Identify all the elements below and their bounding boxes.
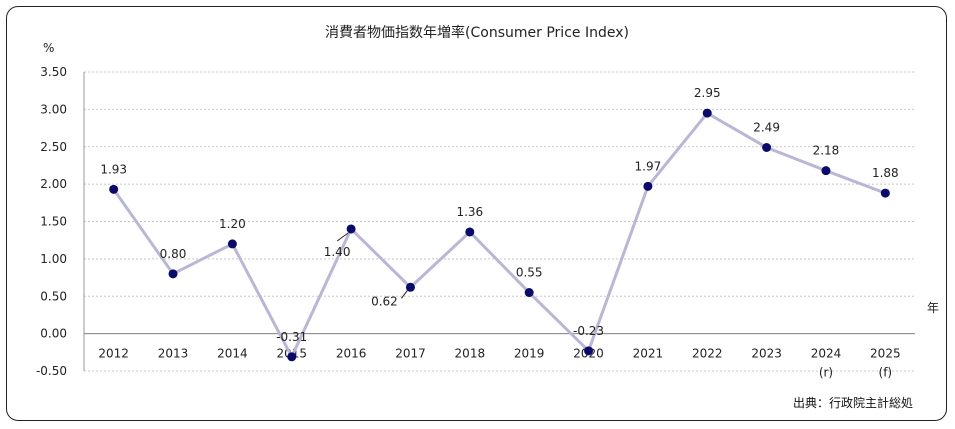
series-line <box>112 111 886 359</box>
data-point <box>584 346 594 356</box>
data-label: -0.31 <box>276 330 307 344</box>
source-note: 出典：行政院主計総処 <box>793 395 913 410</box>
gridlines <box>83 71 915 372</box>
data-label: 1.93 <box>100 162 127 176</box>
x-tick-label: 2025 <box>870 347 901 361</box>
data-label: 0.55 <box>516 266 543 280</box>
data-label: 1.97 <box>635 159 662 173</box>
data-label: 2.95 <box>694 86 721 100</box>
data-label: 2.18 <box>813 144 840 158</box>
y-tick-labels: -0.50 0.00 0.50 1.00 1.50 2.00 2.50 3.00 3.50 <box>36 65 67 378</box>
data-point <box>168 269 178 279</box>
data-labels: 1.93 0.80 1.20 -0.31 1.40 0.62 1.36 0.55 -0.23 1.… <box>100 86 898 344</box>
data-label: 0.62 <box>371 294 398 308</box>
series-polyline <box>112 111 886 359</box>
y-tick-label: 1.00 <box>40 252 67 266</box>
y-tick-label: 2.50 <box>40 140 67 154</box>
data-points <box>109 108 890 362</box>
x-tick-label: 2013 <box>158 347 189 361</box>
leader-line <box>401 289 408 299</box>
x-tick-note: (f) <box>879 366 893 380</box>
data-label: 1.40 <box>324 245 351 259</box>
x-tick-label: 2016 <box>336 347 367 361</box>
chart-title: 消費者物価指数年増率(Consumer Price Index) <box>325 24 629 41</box>
data-point <box>880 188 890 198</box>
data-label: 1.20 <box>219 217 246 231</box>
x-tick-label: 2024 <box>811 347 842 361</box>
x-tick-label: 2019 <box>514 347 545 361</box>
y-tick-label: 3.50 <box>40 65 67 79</box>
data-point <box>465 227 475 237</box>
y-tick-label: 0.50 <box>40 289 67 303</box>
x-tick-label: 2017 <box>395 347 426 361</box>
data-point <box>227 239 237 249</box>
data-point <box>524 288 534 298</box>
data-point <box>702 108 712 118</box>
data-point <box>346 224 356 234</box>
chart-frame: 消費者物価指数年増率(Consumer Price Index) % 年 -0.… <box>6 6 947 421</box>
data-point <box>287 352 297 362</box>
data-label: 0.80 <box>160 247 187 261</box>
data-label: -0.23 <box>573 324 604 338</box>
y-tick-label: 2.00 <box>40 177 67 191</box>
leader-line <box>336 232 349 242</box>
x-tick-label: 2021 <box>633 347 664 361</box>
data-label: 1.88 <box>872 166 899 180</box>
x-tick-label: 2018 <box>455 347 486 361</box>
line-chart: 消費者物価指数年増率(Consumer Price Index) % 年 -0.… <box>36 24 939 410</box>
x-axis-unit: 年 <box>927 301 939 315</box>
x-tick-label: 2014 <box>217 347 248 361</box>
data-point <box>643 181 653 191</box>
data-label: 1.36 <box>456 205 483 219</box>
y-tick-label: 3.00 <box>40 102 67 116</box>
y-tick-label: 0.00 <box>40 327 67 341</box>
x-tick-labels: 2012201320142015201620172018201920202021… <box>98 347 900 380</box>
data-point <box>821 166 831 176</box>
y-axis-unit: % <box>43 41 54 55</box>
x-tick-note: (r) <box>819 366 833 380</box>
data-point <box>109 184 119 194</box>
data-label: 2.49 <box>753 120 780 134</box>
data-point <box>762 142 772 152</box>
x-tick-label: 2023 <box>751 347 782 361</box>
x-tick-label: 2022 <box>692 347 723 361</box>
y-tick-label: 1.50 <box>40 215 67 229</box>
y-tick-label: -0.50 <box>36 364 67 378</box>
x-tick-label: 2012 <box>98 347 129 361</box>
data-point <box>405 282 415 292</box>
